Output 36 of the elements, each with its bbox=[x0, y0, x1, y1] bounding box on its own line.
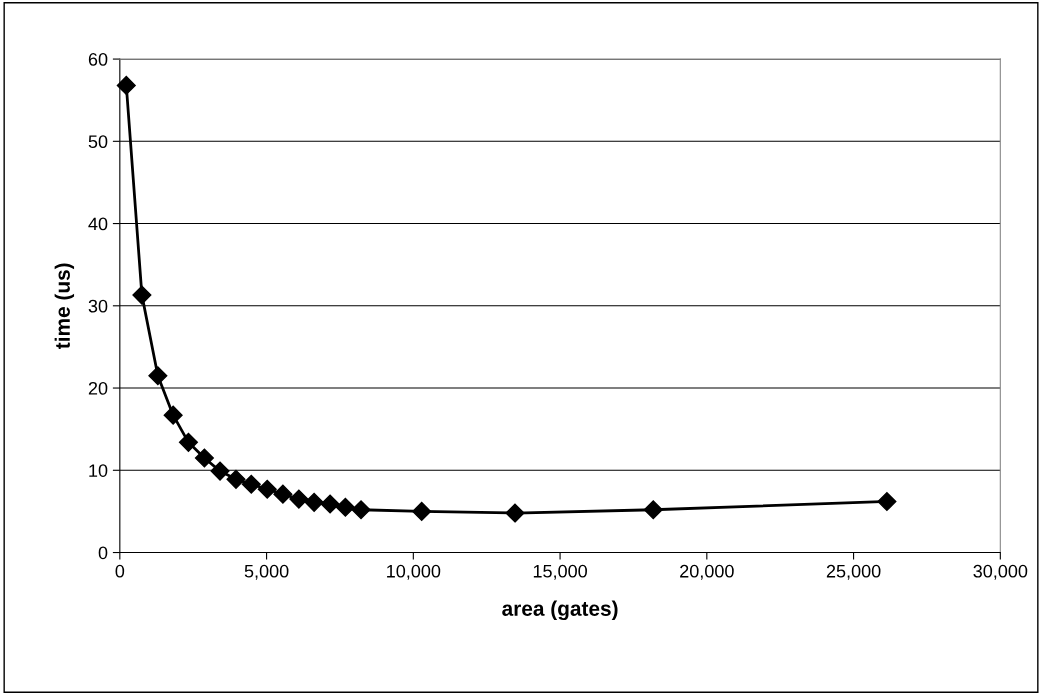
y-tick-label: 30 bbox=[88, 299, 108, 313]
point bbox=[412, 501, 432, 521]
x-tick-label: 15,000 bbox=[533, 564, 587, 580]
point bbox=[289, 489, 309, 509]
x-tick-label: 20,000 bbox=[680, 564, 734, 580]
point bbox=[116, 75, 136, 95]
x-tick-label: 25,000 bbox=[826, 564, 881, 580]
point bbox=[335, 497, 355, 517]
point bbox=[304, 492, 324, 512]
point bbox=[643, 500, 663, 520]
point bbox=[273, 484, 293, 504]
x-axis-title: area (gates) bbox=[502, 600, 618, 621]
y-axis-title: time (us) bbox=[54, 263, 75, 349]
y-tick-label: 10 bbox=[89, 464, 108, 477]
point bbox=[257, 479, 277, 499]
x-tick-label: 10,000 bbox=[387, 564, 441, 580]
point bbox=[163, 405, 183, 425]
point bbox=[320, 494, 340, 514]
point bbox=[148, 366, 168, 386]
x-tick-label: 5,000 bbox=[244, 564, 289, 580]
point bbox=[226, 469, 246, 489]
y-tick-label: 60 bbox=[88, 53, 108, 66]
y-tick-label: 20 bbox=[88, 381, 108, 395]
point bbox=[505, 503, 525, 523]
point bbox=[877, 492, 897, 512]
y-tick-label: 50 bbox=[88, 135, 108, 149]
point bbox=[194, 448, 214, 468]
y-tick-label: 40 bbox=[88, 217, 108, 231]
point bbox=[210, 461, 230, 481]
y-tick-label: 0 bbox=[98, 546, 108, 560]
point bbox=[241, 474, 261, 494]
x-tick-label: 30,000 bbox=[973, 564, 1028, 580]
point bbox=[178, 432, 198, 452]
point bbox=[132, 285, 152, 305]
x-tick-label: 0 bbox=[115, 564, 125, 578]
point bbox=[351, 500, 371, 520]
